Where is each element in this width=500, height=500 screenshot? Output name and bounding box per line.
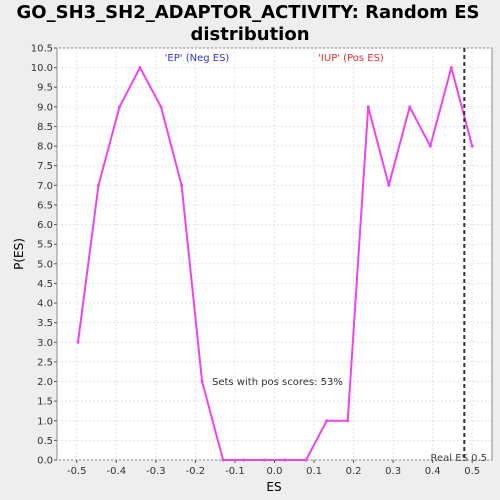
- y-tick-label: 4.5: [37, 279, 53, 290]
- data-point: [97, 183, 101, 187]
- data-point: [159, 105, 163, 109]
- data-point: [470, 144, 474, 148]
- data-point: [180, 183, 184, 187]
- series-layer: [76, 66, 474, 462]
- x-tick-label: -0.1: [225, 466, 245, 477]
- es-distribution-line: [77, 66, 474, 461]
- y-tick-label: 7.5: [37, 161, 53, 172]
- y-tick-label: 8.0: [37, 142, 53, 153]
- real-es-label: Real ES 0.5: [431, 453, 487, 464]
- y-tick-label: 0.0: [37, 456, 53, 467]
- y-tick-label: 1.5: [37, 397, 53, 408]
- y-tick-label: 6.0: [37, 220, 53, 231]
- y-tick-label: 5.0: [37, 259, 53, 270]
- data-point: [346, 419, 350, 423]
- y-tick-label: 2.5: [37, 357, 53, 368]
- data-point: [76, 340, 80, 344]
- y-tick-label: 5.5: [37, 240, 53, 251]
- data-point: [387, 183, 391, 187]
- chart-title-line1: GO_SH3_SH2_ADAPTOR_ACTIVITY: Random ES: [17, 2, 480, 23]
- data-point: [138, 66, 142, 70]
- pos-scores-label: Sets with pos scores: 53%: [212, 377, 343, 388]
- y-tick-label: 9.0: [37, 102, 53, 113]
- y-tick-label: 4.0: [37, 299, 53, 310]
- data-point: [366, 105, 370, 109]
- x-tick-label: 0.4: [425, 466, 441, 477]
- x-tick-label: 0.5: [464, 466, 480, 477]
- data-point: [221, 458, 225, 462]
- data-point: [428, 144, 432, 148]
- y-tick-label: 8.5: [37, 122, 53, 133]
- data-point: [117, 105, 121, 109]
- y-tick-label: 0.5: [37, 436, 53, 447]
- y-tick-label: 10.5: [31, 44, 53, 55]
- y-tick-label: 7.0: [37, 181, 53, 192]
- data-point: [200, 380, 204, 384]
- x-tick-label: 0.0: [267, 466, 283, 477]
- y-tick-label: 1.0: [37, 416, 53, 427]
- y-axis-ticks: 0.0 0.5 1.0 1.5 2.0 2.5 3.0 3.5 4.0 4.5 5.0 5.5 6.0 6…: [31, 44, 57, 467]
- data-point: [408, 105, 412, 109]
- y-tick-label: 3.5: [37, 318, 53, 329]
- y-tick-label: 9.5: [37, 83, 53, 94]
- x-tick-label: -0.3: [146, 466, 166, 477]
- iup-label: 'IUP' (Pos ES): [318, 53, 384, 64]
- x-tick-label: -0.5: [67, 466, 87, 477]
- data-point: [325, 419, 329, 423]
- x-tick-label: -0.4: [107, 466, 127, 477]
- ep-label: 'EP' (Neg ES): [165, 53, 230, 64]
- data-point: [263, 458, 267, 462]
- x-tick-label: 0.1: [306, 466, 322, 477]
- y-tick-label: 2.0: [37, 377, 53, 388]
- x-tick-label: 0.2: [346, 466, 362, 477]
- x-axis-label: ES: [266, 480, 281, 494]
- data-point: [283, 458, 287, 462]
- y-axis-label: P(ES): [12, 238, 26, 270]
- chart-title-line2: distribution: [190, 24, 309, 45]
- data-point: [242, 458, 246, 462]
- y-tick-label: 3.0: [37, 338, 53, 349]
- y-tick-label: 10.0: [31, 63, 53, 74]
- x-tick-label: 0.3: [385, 466, 401, 477]
- x-axis-ticks: -0.5 -0.4 -0.3 -0.2 -0.1 0.0 0.1 0.2 0.3 0.4 0.5: [67, 460, 480, 477]
- data-point: [449, 66, 453, 70]
- x-tick-label: -0.2: [186, 466, 206, 477]
- y-tick-label: 6.5: [37, 200, 53, 211]
- data-point: [304, 458, 308, 462]
